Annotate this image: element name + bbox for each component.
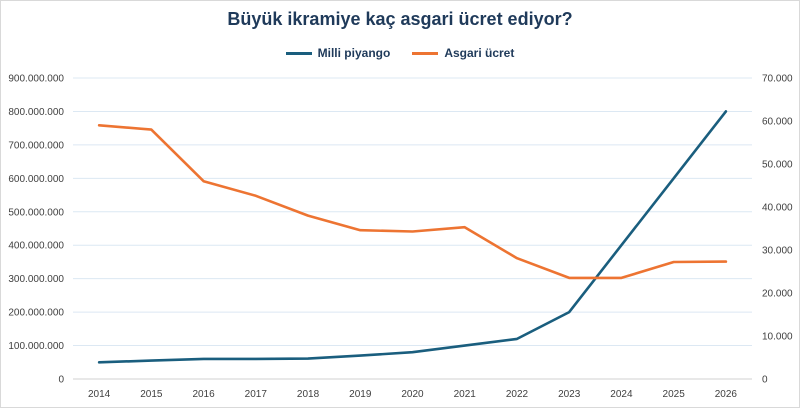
x-tick-label: 2018: [297, 389, 320, 400]
x-tick-label: 2020: [401, 389, 424, 400]
x-tick-label: 2025: [663, 389, 686, 400]
y-right-tick-label: 10.000: [762, 332, 793, 343]
x-tick-label: 2015: [140, 389, 163, 400]
x-tick-label: 2023: [558, 389, 581, 400]
x-tick-label: 2022: [506, 389, 529, 400]
x-tick-label: 2024: [610, 389, 633, 400]
legend-swatch: [412, 51, 439, 55]
y-right-tick-label: 70.000: [762, 74, 793, 85]
legend: Milli piyango Asgari ücret: [0, 46, 800, 60]
x-tick-label: 2016: [192, 389, 215, 400]
y-left-tick-label: 300.000.000: [8, 274, 64, 285]
y-left-tick-label: 900.000.000: [8, 74, 64, 85]
x-tick-label: 2026: [715, 389, 738, 400]
legend-label: Milli piyango: [317, 46, 391, 60]
y-right-tick-label: 50.000: [762, 160, 793, 171]
y-left-tick-label: 600.000.000: [8, 174, 64, 185]
y-left-tick-label: 100.000.000: [8, 341, 64, 352]
x-tick-label: 2021: [454, 389, 477, 400]
y-right-tick-label: 30.000: [762, 246, 793, 257]
y-left-tick-label: 400.000.000: [8, 241, 64, 252]
y-left-tick-label: 200.000.000: [8, 308, 64, 319]
x-tick-label: 2019: [349, 389, 372, 400]
y-right-tick-label: 20.000: [762, 289, 793, 300]
x-tick-label: 2014: [88, 389, 111, 400]
series-line-milli-piyango: [97, 110, 728, 364]
legend-item-milli-piyango: Milli piyango: [285, 46, 391, 60]
y-right-tick-label: 40.000: [762, 203, 793, 214]
legend-swatch: [285, 51, 312, 55]
y-left-tick-label: 800.000.000: [8, 107, 64, 118]
y-right-tick-label: 60.000: [762, 117, 793, 128]
series-line-asgari-ucret: [97, 124, 728, 280]
legend-label: Asgari ücret: [444, 46, 515, 60]
y-left-tick-label: 700.000.000: [8, 140, 64, 151]
legend-item-asgari-ucret: Asgari ücret: [412, 46, 514, 60]
chart-title: Büyük ikramiye kaç asgari ücret ediyor?: [227, 9, 573, 29]
x-tick-label: 2017: [245, 389, 268, 400]
y-right-tick-label: 0: [762, 375, 768, 386]
y-left-tick-label: 500.000.000: [8, 207, 64, 218]
y-left-tick-label: 0: [58, 375, 64, 386]
